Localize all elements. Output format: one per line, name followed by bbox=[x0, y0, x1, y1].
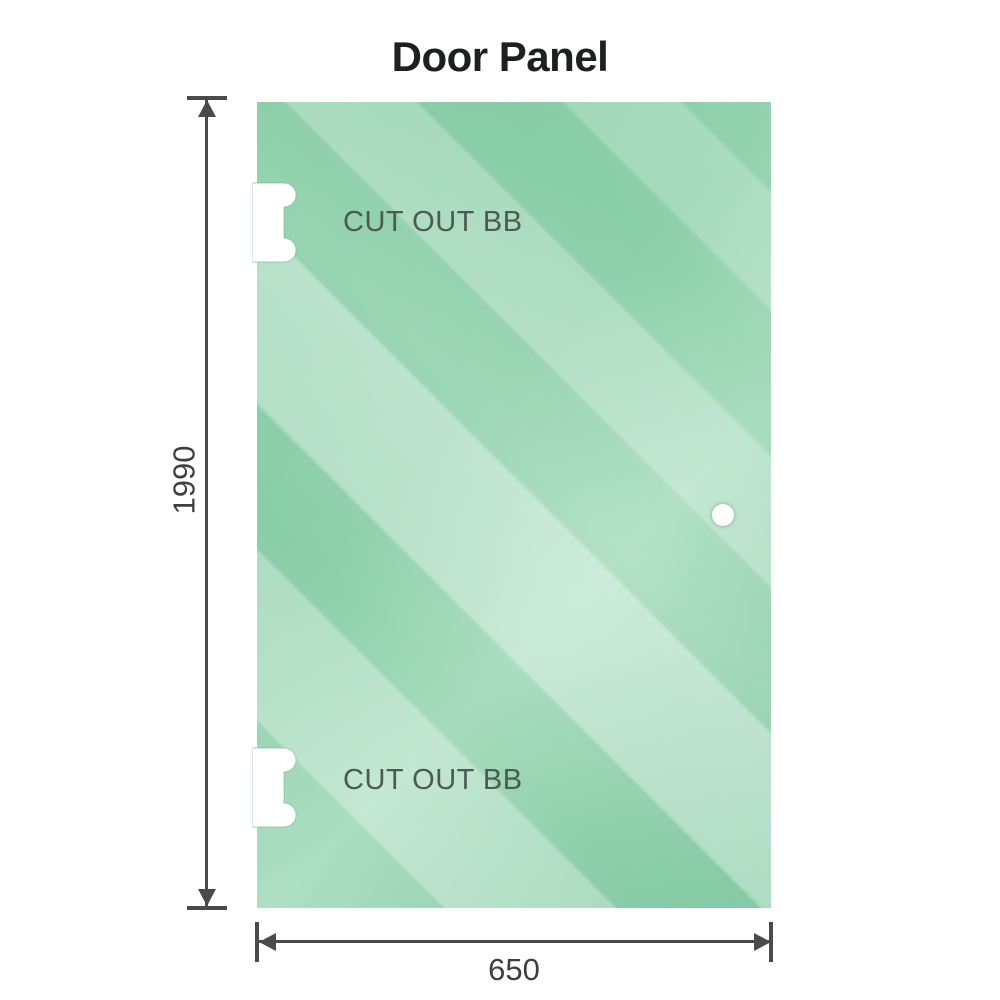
dim-width-tick-left bbox=[255, 922, 259, 962]
cutout-label-bottom: CUT OUT BB bbox=[343, 764, 523, 796]
dim-width-tick-right bbox=[769, 922, 773, 962]
dim-height-tick-top bbox=[187, 96, 227, 100]
page-title: Door Panel bbox=[391, 33, 609, 80]
dim-height-line bbox=[205, 100, 208, 906]
dim-width-value: 650 bbox=[488, 952, 540, 987]
cutout-notch-top bbox=[252, 182, 297, 263]
dim-height-arrow-bottom bbox=[198, 889, 216, 906]
cutout-notch-bottom bbox=[252, 747, 297, 828]
dim-height-value: 1990 bbox=[166, 445, 202, 515]
handle-hole-icon bbox=[712, 504, 734, 526]
dim-width-line bbox=[259, 940, 771, 943]
dim-height-tick-bottom bbox=[187, 906, 227, 910]
cutout-label-top: CUT OUT BB bbox=[343, 206, 523, 238]
dim-width-arrow-right bbox=[754, 933, 771, 951]
